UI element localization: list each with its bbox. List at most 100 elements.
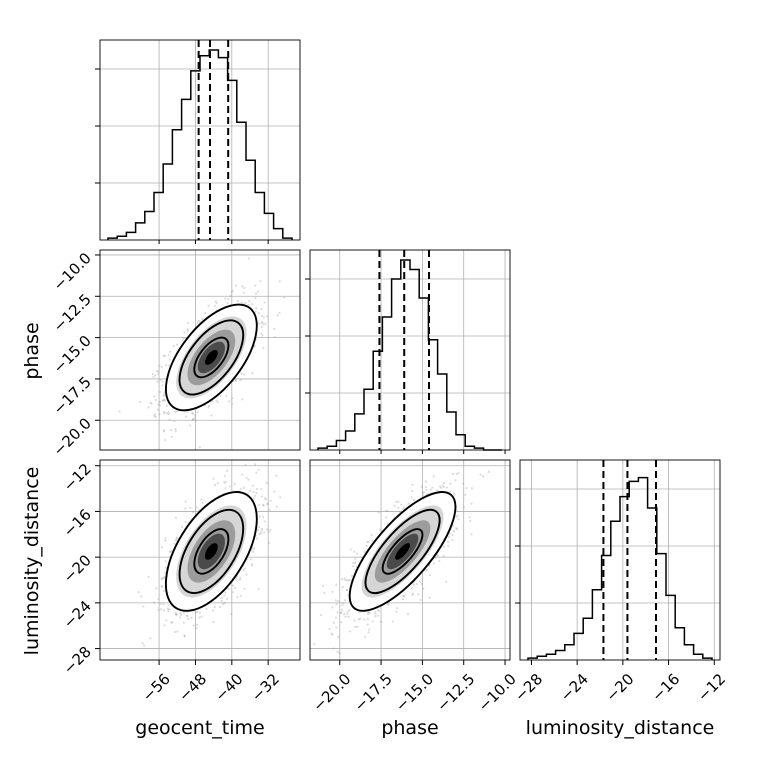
sample-point	[247, 478, 250, 481]
contour-line	[193, 528, 230, 575]
sample-point	[376, 608, 380, 612]
panel-content	[137, 463, 282, 647]
sample-point	[452, 492, 456, 495]
joint-panel-geocent-time-phase	[99, 249, 301, 451]
sample-point	[371, 620, 374, 623]
sample-point	[173, 410, 177, 413]
sample-point	[335, 583, 338, 586]
sample-point	[182, 621, 185, 624]
sample-point	[442, 481, 446, 484]
sample-point	[358, 617, 362, 621]
sample-point	[229, 294, 232, 297]
sample-point	[236, 596, 239, 599]
sample-point	[251, 550, 255, 553]
sample-point	[245, 476, 248, 480]
sample-point	[196, 322, 199, 325]
sample-point	[412, 583, 415, 587]
sample-point	[178, 616, 182, 619]
sample-point	[340, 621, 343, 624]
panel-frame	[519, 459, 721, 661]
histogram-step-phase	[317, 259, 502, 451]
sample-point	[170, 429, 173, 432]
sample-point	[153, 395, 156, 398]
sample-point	[264, 322, 267, 325]
sample-point	[164, 539, 167, 542]
sample-point	[176, 343, 179, 346]
sample-point	[442, 555, 445, 558]
sample-point	[234, 586, 237, 590]
sample-point	[218, 606, 222, 609]
sample-point	[278, 280, 281, 283]
sample-point	[224, 297, 227, 300]
sample-point	[250, 548, 253, 552]
sample-point	[164, 537, 167, 540]
sample-point	[168, 551, 172, 554]
sample-point	[385, 516, 388, 519]
panel-frame	[309, 249, 511, 451]
sample-point	[347, 579, 350, 582]
sample-point	[215, 301, 218, 305]
sample-point	[167, 411, 170, 414]
sample-point	[207, 304, 210, 307]
sample-point	[176, 630, 179, 633]
sample-point	[166, 607, 169, 610]
sample-point	[352, 565, 355, 568]
sample-point	[195, 626, 198, 629]
sample-point	[462, 506, 465, 509]
sample-point	[174, 611, 177, 614]
sample-point	[263, 301, 266, 304]
sample-point	[214, 300, 217, 303]
sample-point	[156, 369, 159, 373]
sample-point	[200, 615, 203, 618]
sample-point	[438, 485, 442, 488]
sample-point	[223, 594, 226, 597]
sample-point	[344, 615, 347, 618]
sample-point	[365, 544, 369, 548]
sample-point	[239, 576, 242, 579]
sample-point	[249, 489, 252, 492]
sample-point	[402, 506, 405, 509]
sample-point	[234, 284, 238, 287]
sample-point	[455, 472, 458, 476]
sample-point	[332, 647, 335, 650]
sample-point	[173, 542, 176, 545]
sample-point	[224, 591, 227, 594]
sample-point	[158, 404, 161, 407]
sample-point	[175, 536, 179, 539]
sample-point	[259, 280, 262, 283]
sample-point	[183, 634, 186, 637]
sample-point	[149, 401, 152, 404]
sample-point	[225, 597, 229, 600]
contour-line	[364, 508, 441, 594]
sample-point	[182, 337, 185, 340]
sample-point	[343, 599, 346, 602]
sample-point	[356, 625, 359, 628]
sample-point	[344, 578, 347, 582]
histogram-panel-geocent-time	[95, 39, 301, 241]
sample-point	[198, 611, 201, 614]
sample-point	[449, 482, 452, 485]
sample-point	[442, 486, 445, 489]
sample-point	[182, 611, 186, 615]
sample-point	[328, 627, 331, 631]
sample-point	[157, 608, 160, 612]
sample-point	[447, 535, 450, 538]
sample-point	[263, 531, 266, 534]
sample-point	[196, 610, 199, 614]
sample-point	[402, 595, 405, 598]
sample-point	[353, 550, 356, 553]
sample-point	[402, 594, 405, 598]
sample-point	[152, 375, 155, 379]
sample-point	[257, 312, 261, 315]
sample-point	[335, 603, 338, 606]
sample-point	[342, 613, 346, 616]
sample-point	[279, 496, 282, 499]
sample-point	[422, 491, 425, 494]
sample-point	[230, 613, 233, 616]
sample-point	[168, 608, 171, 611]
sample-point	[243, 567, 247, 570]
sample-point	[165, 566, 168, 569]
sample-point	[154, 374, 157, 377]
sample-point	[140, 595, 143, 598]
sample-point	[470, 487, 473, 490]
